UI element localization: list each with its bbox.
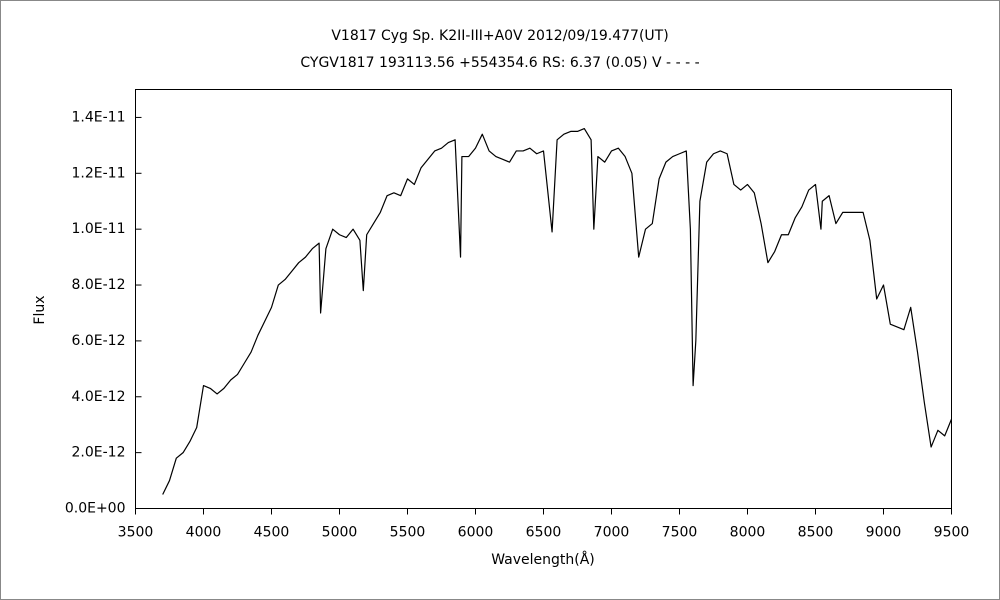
x-tick-label: 6500	[526, 525, 562, 541]
chart-subtitle: CYGV1817 193113.56 +554354.6 RS: 6.37 (0…	[300, 55, 699, 71]
x-axis-label: Wavelength(Å)	[491, 551, 595, 568]
chart-title: V1817 Cyg Sp. K2II-III+A0V 2012/09/19.47…	[331, 28, 668, 44]
y-tick-label: 1.0E-11	[72, 221, 126, 237]
y-axis-label: Flux	[32, 295, 48, 324]
y-tick-label: 0.0E+00	[65, 501, 126, 517]
x-tick-label: 8500	[798, 525, 834, 541]
x-tick-label: 4500	[254, 525, 290, 541]
y-tick-label: 4.0E-12	[72, 389, 126, 405]
x-tick-label: 7500	[662, 525, 698, 541]
y-tick-label: 8.0E-12	[72, 277, 126, 293]
x-tick-label: 7000	[594, 525, 630, 541]
x-tick-label: 8000	[730, 525, 766, 541]
y-tick-label: 1.4E-11	[72, 109, 126, 125]
y-tick-label: 6.0E-12	[72, 333, 126, 349]
y-tick-label: 1.2E-11	[72, 165, 126, 181]
x-tick-label: 3500	[118, 525, 154, 541]
x-tick-label: 5500	[390, 525, 426, 541]
x-tick-label: 6000	[458, 525, 494, 541]
x-tick-label: 5000	[322, 525, 358, 541]
spectrum-line	[162, 128, 953, 495]
x-tick-label: 9000	[866, 525, 902, 541]
x-tick-label: 4000	[186, 525, 222, 541]
y-tick-label: 2.0E-12	[72, 445, 126, 461]
x-tick-label: 9500	[934, 525, 970, 541]
